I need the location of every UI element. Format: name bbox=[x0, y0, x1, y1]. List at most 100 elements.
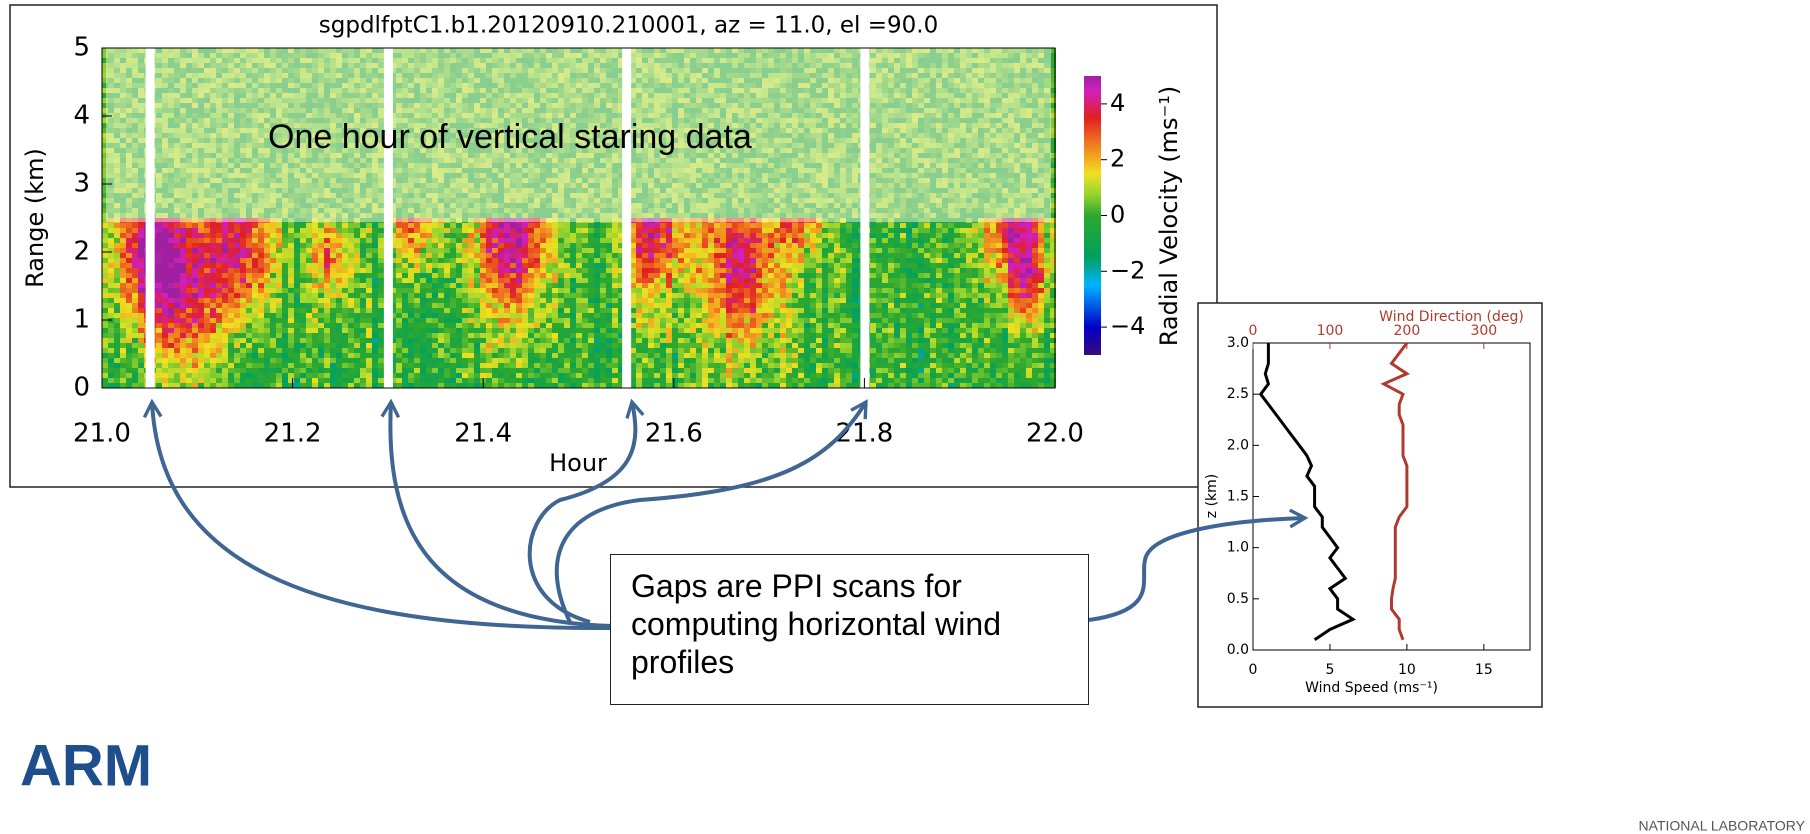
heatmap-cell bbox=[420, 343, 426, 348]
heatmap-cell bbox=[114, 338, 120, 343]
heatmap-cell bbox=[198, 333, 204, 338]
heatmap-cell bbox=[456, 258, 462, 263]
heatmap-cell bbox=[378, 263, 384, 268]
heatmap-cell bbox=[270, 373, 276, 378]
heatmap-cell bbox=[498, 383, 504, 388]
heatmap-cell bbox=[174, 263, 180, 268]
heatmap-cell bbox=[468, 283, 474, 288]
heatmap-cell bbox=[408, 318, 414, 323]
heatmap-cell bbox=[138, 338, 144, 343]
heatmap-cell bbox=[504, 243, 510, 248]
heatmap-cell bbox=[480, 228, 486, 233]
heatmap-cell bbox=[504, 368, 510, 373]
heatmap-cell bbox=[234, 373, 240, 378]
heatmap-cell bbox=[336, 238, 342, 243]
heatmap-cell bbox=[336, 318, 342, 323]
heatmap-cell bbox=[234, 343, 240, 348]
heatmap-cell bbox=[204, 293, 210, 298]
heatmap-cell bbox=[246, 323, 252, 328]
heatmap-cell bbox=[108, 328, 114, 333]
heatmap-cell bbox=[306, 263, 312, 268]
heatmap-cell bbox=[510, 223, 516, 228]
heatmap-cell bbox=[438, 228, 444, 233]
heatmap-cell bbox=[246, 308, 252, 313]
heatmap-cell bbox=[234, 263, 240, 268]
heatmap-cell bbox=[342, 253, 348, 258]
heatmap-cell bbox=[534, 333, 540, 338]
heatmap-cell bbox=[270, 263, 276, 268]
heatmap-cell bbox=[132, 328, 138, 333]
heatmap-cell bbox=[342, 323, 348, 328]
heatmap-cell bbox=[330, 318, 336, 323]
heatmap-cell bbox=[516, 233, 522, 238]
heatmap-cell bbox=[276, 338, 282, 343]
heatmap-cell bbox=[528, 333, 534, 338]
heatmap-cell bbox=[408, 228, 414, 233]
heatmap-cell bbox=[264, 288, 270, 293]
heatmap-cell bbox=[120, 318, 126, 323]
heatmap-cell bbox=[174, 248, 180, 253]
heatmap-cell bbox=[102, 238, 108, 243]
heatmap-cell bbox=[534, 328, 540, 333]
heatmap-cell bbox=[348, 283, 354, 288]
heatmap-cell bbox=[270, 363, 276, 368]
heatmap-cell bbox=[138, 278, 144, 283]
heatmap-cell bbox=[330, 338, 336, 343]
heatmap-cell bbox=[408, 343, 414, 348]
heatmap-cell bbox=[462, 223, 468, 228]
heatmap-cell bbox=[402, 323, 408, 328]
heatmap-cell bbox=[372, 278, 378, 283]
heatmap-cell bbox=[468, 238, 474, 243]
heatmap-cell bbox=[246, 238, 252, 243]
heatmap-cell bbox=[444, 278, 450, 283]
heatmap-cell bbox=[174, 253, 180, 258]
heatmap-cell bbox=[102, 328, 108, 333]
heatmap-cell bbox=[492, 348, 498, 353]
heatmap-cell bbox=[366, 328, 372, 333]
heatmap-cell bbox=[252, 293, 258, 298]
heatmap-cell bbox=[102, 303, 108, 308]
heatmap-cell bbox=[114, 278, 120, 283]
heatmap-cell bbox=[468, 368, 474, 373]
heatmap-cell bbox=[528, 363, 534, 368]
heatmap-cell bbox=[222, 303, 228, 308]
heatmap-cell bbox=[126, 358, 132, 363]
heatmap-cell bbox=[396, 343, 402, 348]
heatmap-cell bbox=[174, 333, 180, 338]
heatmap-cell bbox=[438, 348, 444, 353]
heatmap-cell bbox=[108, 268, 114, 273]
heatmap-cell bbox=[132, 223, 138, 228]
heatmap-cell bbox=[198, 228, 204, 233]
heatmap-cell bbox=[270, 253, 276, 258]
heatmap-cell bbox=[216, 273, 222, 278]
heatmap-cell bbox=[162, 333, 168, 338]
heatmap-cell bbox=[450, 338, 456, 343]
heatmap-cell bbox=[366, 378, 372, 383]
heatmap-cell bbox=[480, 248, 486, 253]
heatmap-cell bbox=[330, 378, 336, 383]
heatmap-cell bbox=[288, 338, 294, 343]
heatmap-cell bbox=[306, 238, 312, 243]
heatmap-cell bbox=[468, 378, 474, 383]
heatmap-cell bbox=[270, 323, 276, 328]
heatmap-cell bbox=[450, 293, 456, 298]
heatmap-cell bbox=[336, 353, 342, 358]
heatmap-cell bbox=[222, 238, 228, 243]
heatmap-cell bbox=[222, 383, 228, 388]
heatmap-cell bbox=[450, 258, 456, 263]
heatmap-cell bbox=[348, 258, 354, 263]
heatmap-cell bbox=[198, 253, 204, 258]
heatmap-cell bbox=[492, 253, 498, 258]
heatmap-cell bbox=[174, 363, 180, 368]
heatmap-cell bbox=[222, 318, 228, 323]
heatmap-cell bbox=[126, 258, 132, 263]
heatmap-cell bbox=[228, 373, 234, 378]
heatmap-cell bbox=[306, 313, 312, 318]
heatmap-cell bbox=[258, 288, 264, 293]
heatmap-cell bbox=[294, 238, 300, 243]
heatmap-cell bbox=[156, 368, 162, 373]
heatmap-cell bbox=[342, 298, 348, 303]
heatmap-cell bbox=[126, 343, 132, 348]
heatmap-cell bbox=[294, 293, 300, 298]
heatmap-cell bbox=[312, 228, 318, 233]
